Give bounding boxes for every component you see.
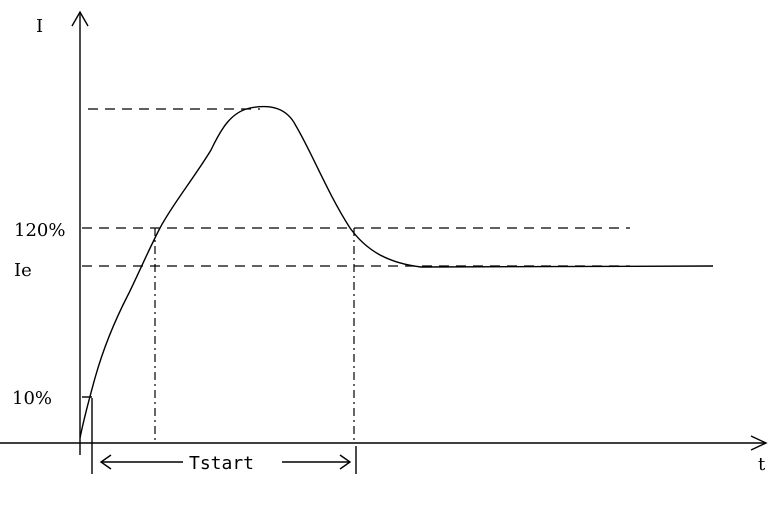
y-axis-arrow-icon: [71, 10, 89, 27]
y-axis-label: I: [36, 16, 43, 37]
current-curve: [79, 105, 714, 439]
tstart-left-arrow-icon: [99, 454, 112, 470]
tstart-right-arrow-icon: [339, 454, 352, 470]
x-axis-label: t: [758, 454, 766, 475]
level-ie-label: Ie: [14, 260, 32, 281]
tstart-label: Tstart: [189, 453, 254, 474]
level-120-label: 120%: [14, 220, 65, 241]
x-axis-arrow-icon: [750, 435, 768, 451]
level-10-label: 10%: [12, 388, 52, 409]
